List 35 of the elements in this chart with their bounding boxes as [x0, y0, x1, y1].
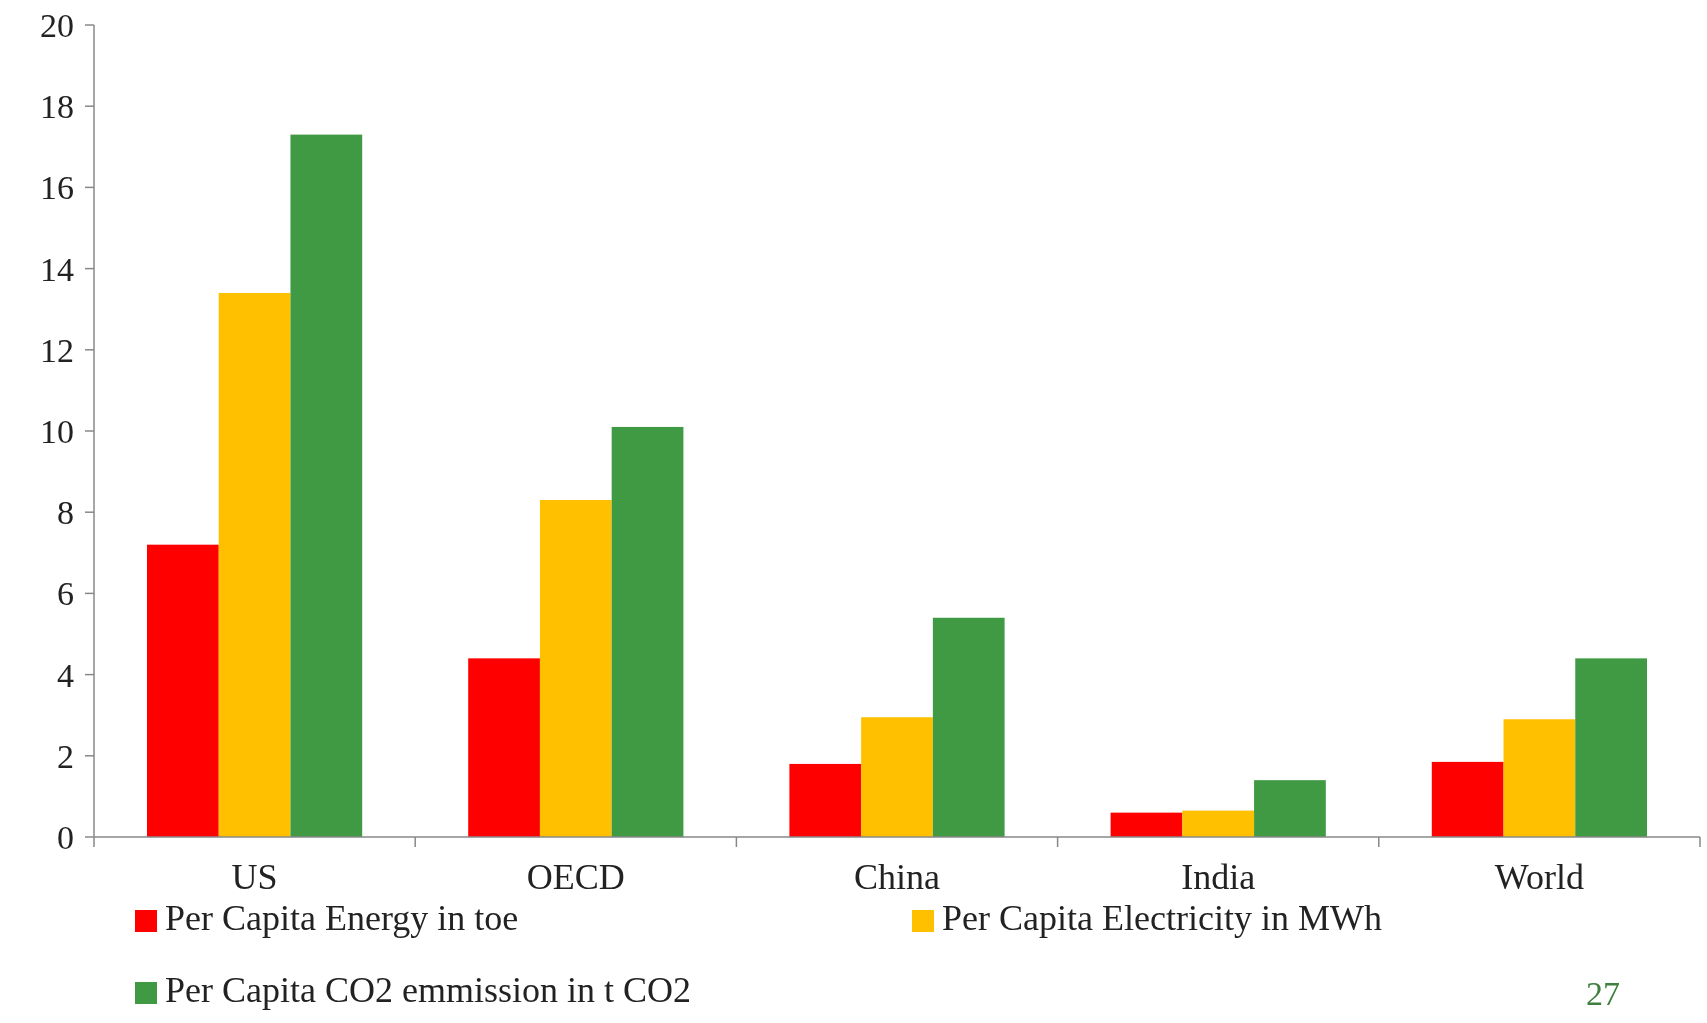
bar: [1254, 780, 1326, 837]
y-tick-label: 2: [57, 737, 74, 775]
bar: [932, 617, 1005, 837]
bar: [290, 134, 363, 837]
y-tick-label: 20: [40, 6, 74, 44]
bar: [1182, 810, 1255, 837]
bar: [1110, 812, 1183, 837]
bar: [861, 717, 933, 837]
y-tick-label: 4: [57, 656, 74, 694]
text: 27: [1586, 975, 1620, 1012]
bar: [218, 292, 291, 837]
x-tick-label: US: [231, 857, 278, 897]
bar: [1575, 658, 1647, 837]
bar: [468, 658, 540, 837]
y-tick-label: 12: [40, 331, 74, 369]
legend-label: Per Capita CO2 emmission in t CO2: [165, 970, 691, 1010]
y-tick-label: 0: [57, 818, 74, 856]
y-tick-label: 14: [40, 250, 74, 288]
bar: [789, 763, 862, 837]
y-tick-label: 16: [40, 169, 74, 207]
y-tick-label: 18: [40, 88, 74, 126]
x-tick-label: India: [1181, 857, 1256, 897]
legend-label: Per Capita Energy in toe: [165, 898, 519, 938]
y-tick-label: 6: [57, 575, 74, 613]
bar: [611, 426, 684, 837]
y-tick-label: 8: [57, 494, 74, 532]
x-tick-label: China: [854, 857, 941, 897]
y-tick-label: 10: [40, 412, 74, 450]
x-tick-label: OECD: [526, 857, 625, 897]
bar: [1503, 719, 1576, 837]
legend-label: Per Capita Electricity in MWh: [942, 898, 1382, 938]
x-tick-label: World: [1494, 857, 1584, 897]
bar: [539, 500, 612, 837]
bar: [1431, 761, 1504, 837]
bar: [147, 544, 219, 837]
